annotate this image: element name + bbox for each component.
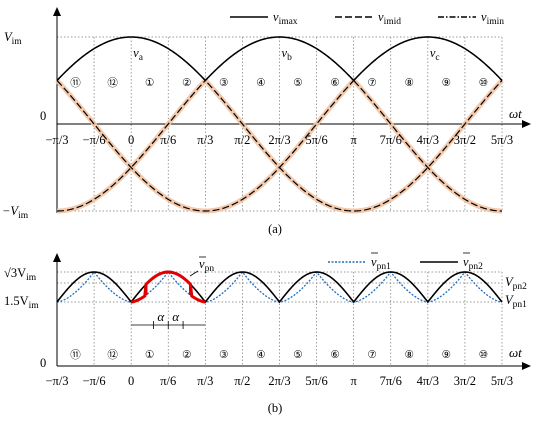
alpha-label: α bbox=[157, 309, 165, 324]
sector-number: ⑧ bbox=[405, 349, 414, 361]
sector-number: ⑦ bbox=[367, 349, 376, 361]
imax-envelope bbox=[56, 36, 503, 82]
panel-b: √3Vim 1.5Vim 0 vpn α α ⑪ ⑫ ① ② ③ ④ ⑤ ⑥ ⑦ ⑧ ⑨ ⑩ −π/3 −π/6 0 π/… bbox=[4, 252, 531, 415]
sector-number: ⑪ bbox=[70, 349, 81, 361]
x-tick-label: 2π/3 bbox=[268, 374, 290, 388]
sector-number: ⑨ bbox=[442, 349, 451, 361]
vpn-curve bbox=[131, 270, 206, 304]
x-tick-label: 5π/3 bbox=[491, 374, 513, 388]
y-label-top: √3Vim bbox=[4, 266, 37, 283]
panel-a: Vim 0 −Vim va vb vc ⑪ ⑫ ① ② ③ ④ ⑤ ⑥ ⑦ ⑧ ⑨ ⑩ −π/3 −π/6 0 π/6 π/… bbox=[2, 7, 531, 236]
sector-number: ⑥ bbox=[330, 77, 339, 89]
y-label-top: Vim bbox=[4, 30, 22, 47]
sector-number: ② bbox=[182, 77, 191, 89]
sector-number: ① bbox=[145, 349, 154, 361]
phase-label: va bbox=[133, 46, 144, 63]
x-tick-label: −π/3 bbox=[45, 374, 68, 388]
x-tick-label: −π/6 bbox=[83, 374, 106, 388]
x-axis-label: ωt bbox=[509, 106, 522, 121]
x-axis-label: ωt bbox=[509, 345, 522, 360]
x-tick-label: π/6 bbox=[160, 374, 176, 388]
right-label-vpn1: Vpn1 bbox=[505, 293, 527, 310]
x-tick-label: π bbox=[351, 374, 358, 388]
x-tick-label: 5π/6 bbox=[305, 133, 327, 147]
x-axis-arrow bbox=[522, 362, 531, 370]
x-tick-label: 0 bbox=[128, 374, 134, 388]
legend-label: vimax bbox=[273, 10, 298, 27]
sector-number: ⑪ bbox=[70, 77, 81, 89]
sector-number: ④ bbox=[256, 77, 265, 89]
x-tick-label: π/3 bbox=[197, 133, 213, 147]
phase-label: vc bbox=[430, 46, 440, 63]
x-tick-label: 5π/6 bbox=[305, 374, 327, 388]
y-label-bottom: −Vim bbox=[2, 204, 29, 221]
sector-number: ④ bbox=[256, 349, 265, 361]
sector-number: ⑫ bbox=[107, 349, 118, 361]
legend-label: vpn2 bbox=[463, 255, 483, 272]
sector-number: ⑤ bbox=[293, 77, 302, 89]
y-axis-arrow bbox=[53, 253, 61, 262]
sector-number: ① bbox=[145, 77, 154, 89]
caption-b: (b) bbox=[268, 401, 283, 415]
sector-number: ⑩ bbox=[479, 349, 488, 361]
x-tick-label: 3π/2 bbox=[454, 133, 476, 147]
x-tick-label: 7π/6 bbox=[380, 374, 402, 388]
x-tick-label: 4π/3 bbox=[417, 133, 439, 147]
vpn-label: vpn bbox=[199, 257, 214, 274]
x-tick-label: 7π/6 bbox=[380, 133, 402, 147]
x-tick-label: 0 bbox=[128, 133, 134, 147]
right-label-vpn2: Vpn2 bbox=[505, 275, 527, 292]
x-tick-label: −π/3 bbox=[45, 133, 68, 147]
x-tick-label: π bbox=[351, 133, 358, 147]
x-tick-label: π/3 bbox=[197, 374, 213, 388]
y-label-zero: 0 bbox=[40, 109, 46, 123]
caption-a: (a) bbox=[268, 222, 282, 236]
x-tick-label: π/2 bbox=[234, 133, 250, 147]
sector-number: ⑧ bbox=[405, 77, 414, 89]
x-tick-label: 2π/3 bbox=[268, 133, 290, 147]
sector-number: ⑨ bbox=[442, 77, 451, 89]
sector-number: ③ bbox=[219, 349, 228, 361]
sector-number: ⑤ bbox=[293, 349, 302, 361]
legend-label: vpn1 bbox=[371, 255, 391, 272]
sector-number: ⑩ bbox=[479, 77, 488, 89]
y-axis-arrow bbox=[53, 7, 61, 16]
x-axis-arrow bbox=[522, 120, 531, 128]
alpha-label: α bbox=[172, 309, 180, 324]
sector-number: ⑦ bbox=[367, 77, 376, 89]
sector-number: ③ bbox=[219, 77, 228, 89]
x-tick-label: 3π/2 bbox=[454, 374, 476, 388]
x-tick-label: π/6 bbox=[160, 133, 176, 147]
vpn-leader bbox=[189, 270, 199, 277]
y-label-mid: 1.5Vim bbox=[4, 294, 39, 311]
legend-label: vimid bbox=[378, 10, 401, 27]
sector-number: ⑫ bbox=[107, 77, 118, 89]
legend-label: vimin bbox=[481, 10, 504, 27]
x-tick-label: π/2 bbox=[234, 374, 250, 388]
phase-label: vb bbox=[282, 46, 293, 63]
x-tick-label: 4π/3 bbox=[417, 374, 439, 388]
x-tick-label: −π/6 bbox=[83, 133, 106, 147]
sector-number: ② bbox=[182, 349, 191, 361]
y-label-zero: 0 bbox=[40, 356, 46, 370]
x-tick-label: 5π/3 bbox=[491, 133, 513, 147]
sector-number: ⑥ bbox=[330, 349, 339, 361]
